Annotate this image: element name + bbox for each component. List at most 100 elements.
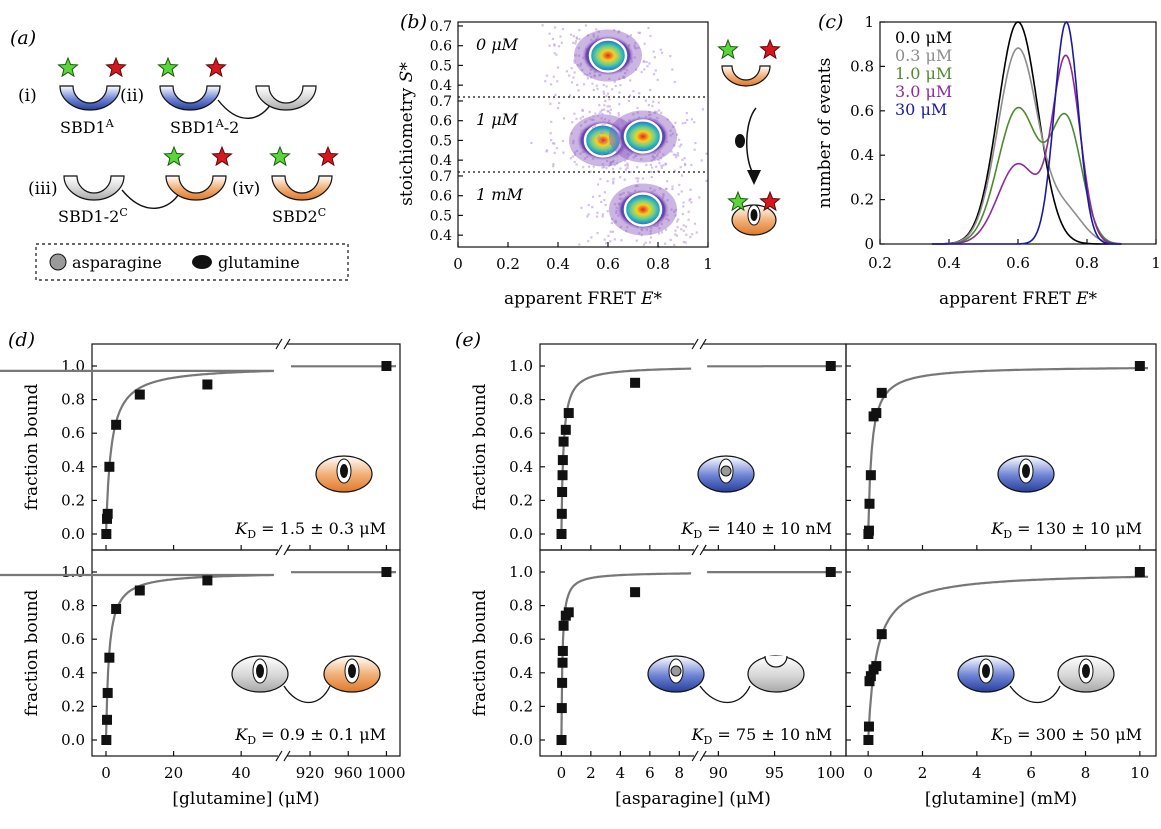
heatmap-dot bbox=[684, 121, 687, 124]
x-axis-label: [asparagine] (μM) bbox=[615, 789, 771, 809]
heatmap-dot bbox=[584, 121, 587, 124]
heatmap-dot bbox=[569, 157, 572, 160]
data-point bbox=[134, 585, 145, 596]
heatmap-dot bbox=[552, 142, 555, 145]
heatmap-dot bbox=[586, 34, 590, 37]
x-tick-label: 8 bbox=[675, 764, 685, 782]
y-tick-label: 0.5 bbox=[430, 58, 452, 74]
heatmap-dot bbox=[618, 91, 621, 94]
glutamine-icon bbox=[348, 664, 356, 678]
series-line bbox=[931, 21, 1122, 245]
heatmap-dot bbox=[550, 120, 553, 123]
y-tick-label: 0.5 bbox=[430, 208, 452, 224]
heatmap-dot bbox=[641, 228, 644, 231]
heatmap-dot bbox=[671, 188, 674, 191]
heatmap-dot bbox=[586, 155, 589, 158]
heatmap-dot bbox=[632, 156, 635, 159]
heatmap-dot bbox=[602, 120, 605, 123]
data-point bbox=[863, 525, 874, 536]
axis-break bbox=[277, 544, 287, 556]
heatmap-dot bbox=[679, 166, 682, 169]
heatmap-dot bbox=[632, 90, 635, 93]
heatmap-dot bbox=[594, 131, 597, 134]
panel-a: (a) (i) SBD1A (ii) SBD1A-2 (iii) SBD1-2C… bbox=[10, 27, 349, 281]
x-tick-label: 90 bbox=[709, 764, 728, 782]
heatmap-dot bbox=[553, 142, 556, 145]
y-tick-label: 1.0 bbox=[61, 357, 85, 375]
heatmap-frame bbox=[457, 21, 709, 248]
heatmap-dot bbox=[617, 123, 620, 126]
heatmap-dot bbox=[588, 110, 591, 114]
heatmap-dot bbox=[614, 221, 617, 224]
y-tick-label: 0.4 bbox=[509, 664, 533, 682]
heatmap-dot bbox=[599, 131, 603, 134]
heatmap-dot bbox=[626, 164, 629, 167]
y-tick-label: 0.4 bbox=[430, 78, 452, 94]
y-axis-label-b: stoichiometry S* bbox=[397, 62, 417, 206]
heatmap-dot bbox=[553, 151, 556, 154]
heatmap-dot bbox=[590, 236, 593, 239]
x-tick-label: 960 bbox=[334, 764, 363, 782]
heatmap-dot bbox=[583, 73, 586, 76]
heatmap-dot bbox=[577, 89, 580, 92]
heatmap-dot bbox=[638, 31, 642, 34]
heatmap-dot bbox=[613, 80, 616, 83]
heatmap-dot bbox=[572, 139, 575, 143]
heatmap-dot bbox=[615, 155, 618, 158]
population-outline bbox=[588, 38, 628, 73]
heatmap-dot bbox=[605, 167, 608, 170]
heatmap-dot bbox=[656, 154, 659, 157]
asparagine-icon bbox=[720, 465, 732, 477]
y-tick-label: 0.6 bbox=[509, 424, 533, 442]
titration-panel: KD = 130 ± 10 μM bbox=[845, 343, 1157, 551]
data-point bbox=[563, 408, 574, 419]
series-line bbox=[931, 54, 1122, 245]
heatmap-dot bbox=[655, 165, 658, 168]
heatmap-dot bbox=[674, 121, 677, 124]
heatmap-dot bbox=[636, 166, 639, 169]
heatmap-dot bbox=[660, 166, 663, 169]
heatmap-dot bbox=[599, 74, 602, 77]
heatmap-dot bbox=[596, 215, 599, 218]
heatmap-dot bbox=[649, 113, 652, 116]
heatmap-dot bbox=[611, 160, 614, 164]
heatmap-dot bbox=[691, 233, 694, 236]
heatmap-dot bbox=[693, 121, 696, 124]
heatmap-dot bbox=[617, 148, 620, 151]
heatmap-dot bbox=[598, 104, 601, 107]
axis-break-mark bbox=[275, 750, 283, 762]
y-tick-label: 0.6 bbox=[850, 102, 874, 120]
data-point bbox=[134, 389, 145, 400]
heatmap-dot bbox=[683, 157, 686, 160]
heatmap-dot bbox=[607, 234, 610, 237]
y-tick-label: 0.8 bbox=[61, 391, 85, 409]
heatmap-dot bbox=[624, 164, 627, 167]
heatmap-dot bbox=[548, 32, 551, 35]
kd-annotation: KD = 1.5 ± 0.3 μM bbox=[234, 519, 386, 541]
binding-arrow-icon bbox=[746, 107, 757, 176]
heatmap-dot bbox=[587, 240, 590, 243]
heatmap-dot bbox=[552, 75, 555, 78]
panel-letter-a: (a) bbox=[10, 27, 36, 49]
heatmap-dot bbox=[689, 236, 692, 239]
heatmap-dot bbox=[601, 213, 605, 216]
heatmap-dot bbox=[554, 26, 557, 29]
heatmap-dot bbox=[603, 92, 606, 95]
heatmap-dot bbox=[591, 206, 594, 209]
heatmap-dot bbox=[573, 71, 576, 74]
heatmap-dot bbox=[545, 74, 548, 77]
heatmap-dot bbox=[615, 162, 618, 165]
heatmap-dot bbox=[642, 243, 646, 246]
legend-asparagine: asparagine bbox=[72, 253, 162, 272]
heatmap-dot bbox=[541, 24, 544, 27]
data-point bbox=[104, 652, 115, 663]
heatmap-dot bbox=[606, 210, 609, 213]
heatmap-dot bbox=[653, 156, 657, 159]
x-tick-label: 2 bbox=[918, 764, 928, 782]
titration-panels: 0.0 0.2 0.4 0.6 0.8 1.0 fraction bound KD = 1.5… bbox=[0, 338, 1157, 809]
x-tick-label: 920 bbox=[296, 764, 325, 782]
heatmap-dot bbox=[690, 163, 693, 167]
heatmap-dot bbox=[591, 82, 594, 85]
data-point bbox=[557, 657, 568, 668]
x-tick-label: 6 bbox=[1026, 764, 1036, 782]
